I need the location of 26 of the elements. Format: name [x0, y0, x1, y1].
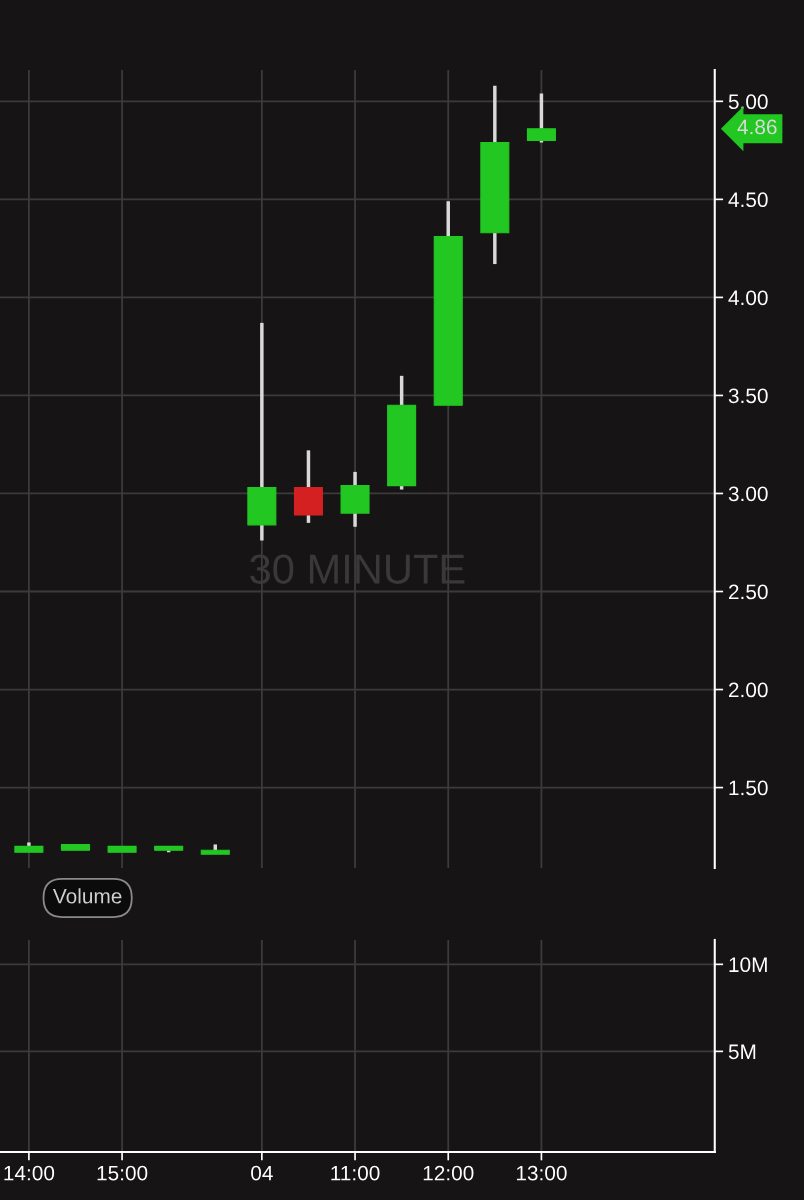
text: 4.86	[737, 119, 777, 135]
y-tick-label: 10M	[729, 957, 767, 973]
x-tick-label: 14:00	[4, 1165, 55, 1181]
y-tick-label: 3.50	[728, 388, 768, 404]
candlestick	[247, 321, 277, 541]
y-tick-label: 2.50	[729, 584, 768, 600]
y-tick-label: 2.00	[729, 682, 768, 698]
x-tick-label: 11:00	[331, 1165, 380, 1181]
candlestick	[433, 201, 463, 406]
candlestick	[107, 845, 137, 853]
y-tick-label: 1.50	[729, 780, 768, 796]
candlestick	[200, 844, 230, 855]
y-tick-label: 5M	[728, 1044, 756, 1060]
x-tick-label: 13:00	[516, 1165, 567, 1181]
candlestick	[14, 842, 44, 853]
y-tick-label: 5.00	[728, 94, 768, 110]
x-tick-label: 04	[251, 1165, 273, 1181]
y-tick-label: 4.50	[728, 192, 768, 208]
chart-title: Volume	[52, 888, 122, 904]
y-tick-label: 3.00	[728, 486, 768, 502]
candlestick	[340, 470, 370, 527]
y-tick-label: 4.00	[728, 290, 768, 306]
candlestick	[480, 85, 510, 266]
x-tick-label: 15:00	[97, 1165, 148, 1181]
x-tick-label: 12:00	[423, 1165, 474, 1181]
candlestick	[60, 843, 91, 851]
